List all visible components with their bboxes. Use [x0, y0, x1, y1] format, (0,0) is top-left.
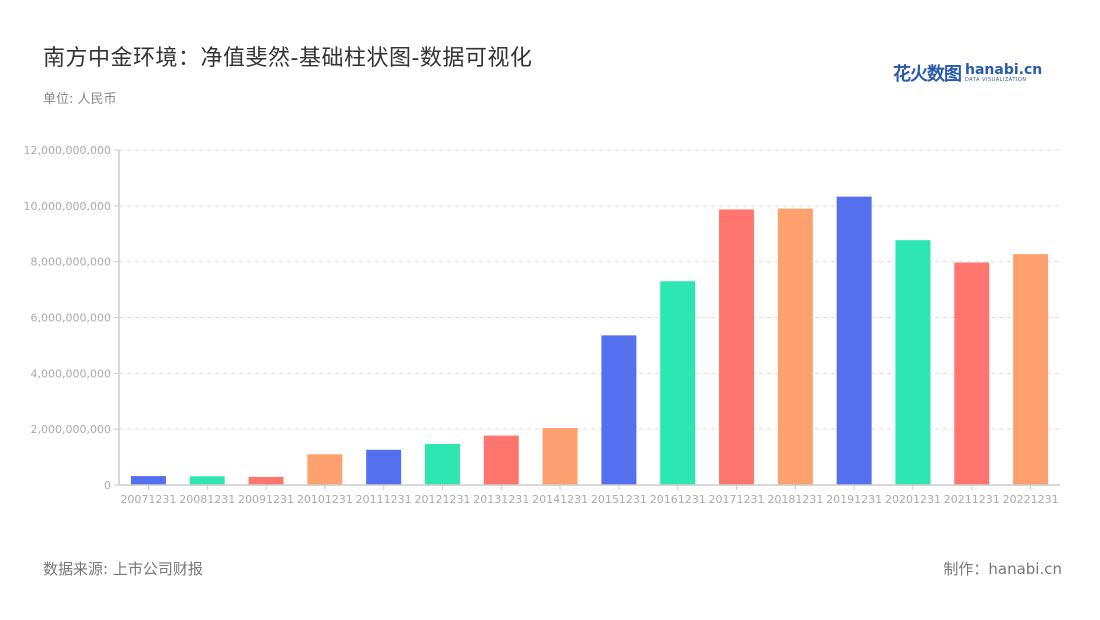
x-tick-label: 20191231: [826, 493, 882, 506]
bars: [130, 196, 1049, 485]
x-tick-label: 20161231: [650, 493, 706, 506]
bar-20141231[interactable]: [542, 428, 578, 485]
logo-english-text: hanabi.cn: [965, 62, 1043, 78]
logo-subtitle: DATA VISUALIZATION: [965, 77, 1027, 83]
x-tick-label: 20111231: [356, 493, 412, 506]
y-tick-label: 10,000,000,000: [24, 200, 111, 213]
bar-20171231[interactable]: [719, 209, 755, 485]
x-tick-label: 20071231: [120, 493, 176, 506]
logo-english: hanabi.cn DATA VISUALIZATION: [965, 63, 1042, 83]
bar-20201231[interactable]: [895, 240, 931, 485]
unit-label: 单位: 人民币: [43, 92, 117, 107]
x-tick-label: 20131231: [473, 493, 529, 506]
x-tick-label: 20091231: [238, 493, 294, 506]
x-tick-label: 20221231: [1003, 493, 1059, 506]
x-tick-label: 20121231: [414, 493, 470, 506]
bar-20091231[interactable]: [248, 476, 284, 485]
x-tick-label: 20171231: [709, 493, 765, 506]
x-tick-label: 20101231: [297, 493, 353, 506]
bar-20211231[interactable]: [954, 262, 990, 485]
bar-20181231[interactable]: [777, 208, 813, 485]
logo-chinese-text: 花火数图: [893, 64, 962, 85]
y-tick-label: 4,000,000,000: [31, 367, 111, 380]
y-tick-label: 8,000,000,000: [31, 256, 111, 269]
x-tick-label: 20181231: [767, 493, 823, 506]
x-tick-label: 20151231: [591, 493, 647, 506]
bar-20151231[interactable]: [601, 335, 637, 485]
x-tick-label: 20141231: [532, 493, 588, 506]
bar-20111231[interactable]: [366, 449, 402, 485]
y-tick-label: 6,000,000,000: [31, 312, 111, 325]
bar-20221231[interactable]: [1013, 254, 1049, 485]
bar-20191231[interactable]: [836, 196, 872, 485]
x-tick-label: 20201231: [885, 493, 941, 506]
bar-20081231[interactable]: [189, 476, 225, 485]
x-tick-label: 20211231: [944, 493, 1000, 506]
y-axis: 0 2,000,000,000 4,000,000,000 6,000,000,000…: [24, 144, 120, 492]
chart-title: 南方中金环境：净值斐然-基础柱状图-数据可视化: [43, 46, 533, 71]
data-source: 数据来源: 上市公司财报: [43, 560, 203, 578]
y-tick-label: 2,000,000,000: [31, 423, 111, 436]
bar-20131231[interactable]: [483, 435, 519, 485]
credit: 制作：hanabi.cn: [943, 560, 1062, 578]
bar-20071231[interactable]: [130, 476, 166, 485]
bar-20161231[interactable]: [660, 281, 696, 485]
bar-20101231[interactable]: [307, 454, 343, 485]
y-tick-label: 12,000,000,000: [24, 144, 111, 157]
x-axis: 20071231 20081231 20091231 20101231 20111231…: [119, 484, 1060, 506]
y-tick-label: 0: [104, 479, 111, 492]
bar-20121231[interactable]: [424, 443, 460, 485]
brand-logo: 花火数图 hanabi.cn DATA VISUALIZATION: [893, 60, 1042, 86]
x-tick-label: 20081231: [179, 493, 235, 506]
